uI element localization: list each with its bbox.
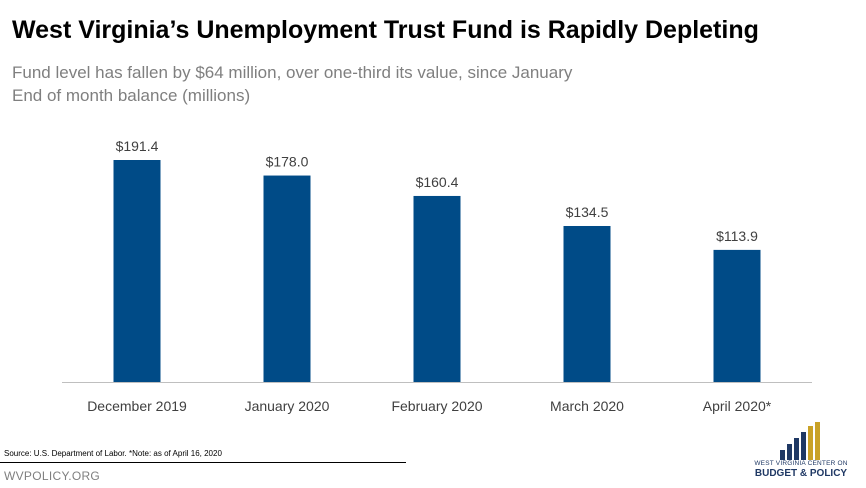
category-label-2: January 2020 bbox=[245, 398, 330, 414]
page-title: West Virginia’s Unemployment Trust Fund … bbox=[12, 16, 759, 44]
logo-text-line1: WEST VIRGINIA CENTER ON bbox=[754, 460, 848, 467]
data-label-1: $191.4 bbox=[116, 138, 159, 154]
category-label-5: April 2020* bbox=[703, 398, 772, 414]
data-label-3: $160.4 bbox=[416, 174, 459, 190]
website-link[interactable]: WVPOLICY.ORG bbox=[4, 469, 101, 483]
bar-1 bbox=[113, 160, 161, 382]
category-label-3: February 2020 bbox=[391, 398, 482, 414]
bar-4 bbox=[563, 225, 611, 382]
footer-divider bbox=[0, 462, 406, 463]
bar-3 bbox=[413, 195, 461, 382]
chart-units-subtitle: End of month balance (millions) bbox=[12, 86, 251, 105]
bar-5 bbox=[713, 249, 761, 382]
category-label-4: March 2020 bbox=[550, 398, 624, 414]
bar-2 bbox=[263, 175, 311, 382]
bar-chart: $191.4 December 2019 $178.0 January 2020 $16… bbox=[62, 138, 812, 414]
wvcbp-logo: WEST VIRGINIA CENTER ON BUDGET & POLICY bbox=[746, 420, 856, 482]
logo-text-line2: BUDGET & POLICY bbox=[754, 468, 848, 479]
chart-subtitle: Fund level has fallen by $64 million, ov… bbox=[12, 63, 573, 82]
logo-bars-icon bbox=[780, 422, 820, 460]
data-label-4: $134.5 bbox=[566, 204, 609, 220]
category-label-1: December 2019 bbox=[87, 398, 187, 414]
source-note: Source: U.S. Department of Labor. *Note:… bbox=[4, 449, 222, 458]
data-label-2: $178.0 bbox=[266, 154, 309, 170]
data-label-5: $113.9 bbox=[716, 228, 758, 244]
